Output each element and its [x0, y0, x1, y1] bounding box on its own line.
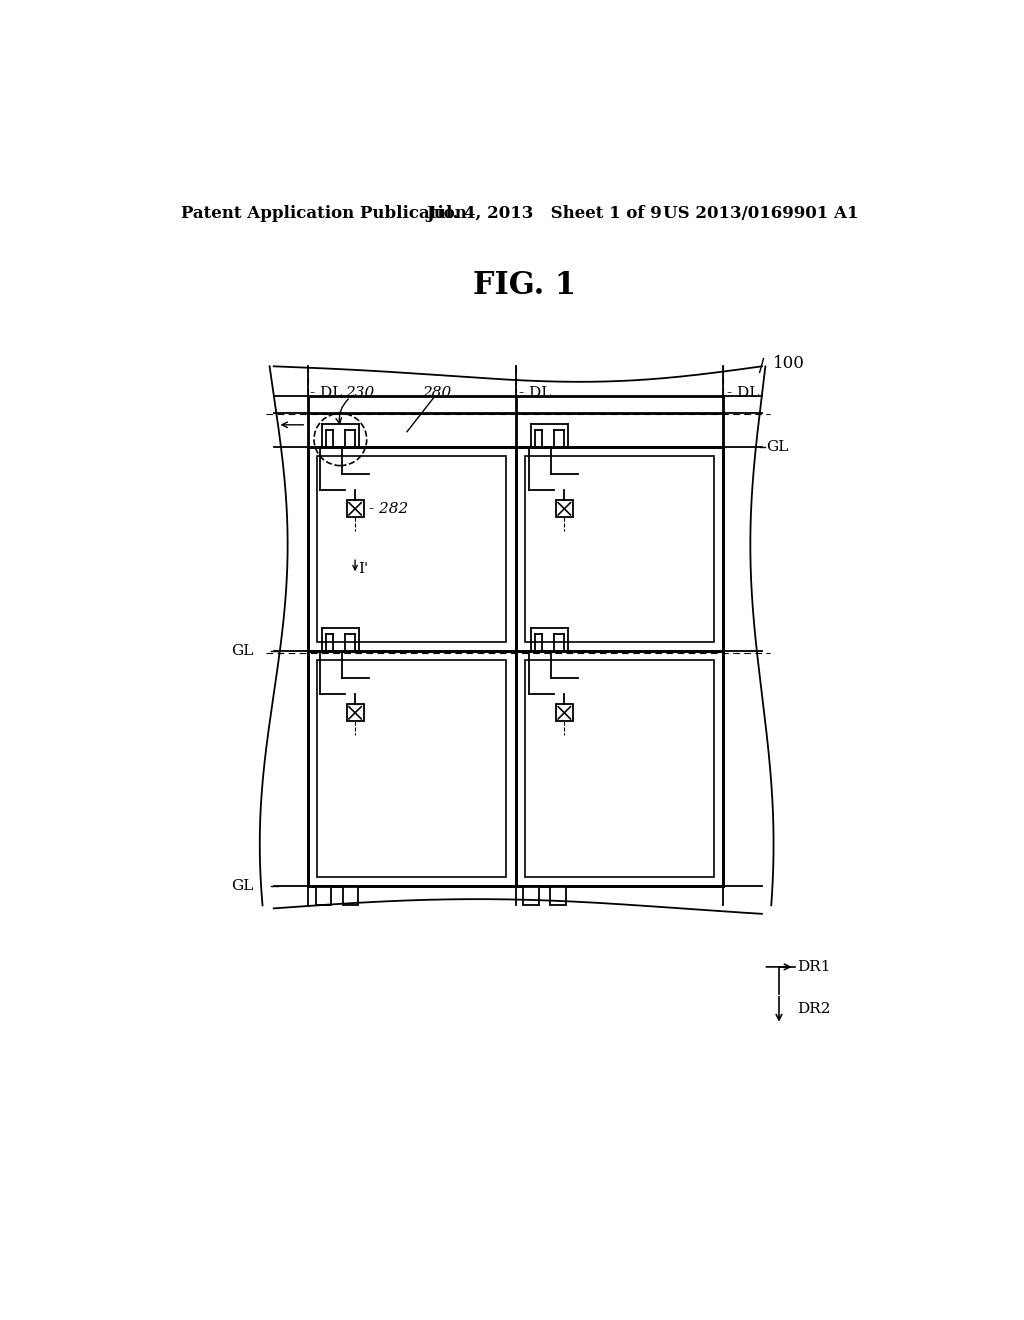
Bar [556, 705, 572, 721]
Text: US 2013/0169901 A1: US 2013/0169901 A1 [663, 205, 858, 222]
Text: Jul. 4, 2013   Sheet 1 of 9: Jul. 4, 2013 Sheet 1 of 9 [426, 205, 663, 222]
Text: - DL: - DL [519, 385, 552, 400]
Text: 100: 100 [773, 355, 805, 372]
Text: - DL: - DL [727, 385, 760, 400]
Bar [343, 886, 358, 906]
Text: DR2: DR2 [798, 1002, 831, 1016]
Bar [308, 447, 515, 651]
Text: 280: 280 [423, 385, 452, 400]
Bar [317, 457, 506, 642]
Bar [315, 886, 331, 906]
Text: Patent Application Publication: Patent Application Publication [180, 205, 467, 222]
Bar [346, 500, 364, 517]
Text: - DL: - DL [310, 385, 342, 400]
Text: FIG. 1: FIG. 1 [473, 271, 577, 301]
Bar [515, 651, 723, 886]
Text: I': I' [358, 562, 369, 576]
Bar [308, 651, 515, 886]
Bar [556, 500, 572, 517]
Bar [515, 447, 723, 651]
Bar [524, 457, 714, 642]
Bar [523, 886, 539, 906]
Text: GL: GL [766, 440, 788, 454]
Bar [346, 705, 364, 721]
Bar [317, 660, 506, 876]
Text: 230: 230 [345, 385, 374, 400]
Text: GL: GL [231, 644, 254, 659]
Bar [524, 660, 714, 876]
Text: GL: GL [231, 879, 254, 894]
Text: DR1: DR1 [798, 960, 831, 974]
Bar [550, 886, 566, 906]
Text: - 282: - 282 [369, 502, 409, 516]
